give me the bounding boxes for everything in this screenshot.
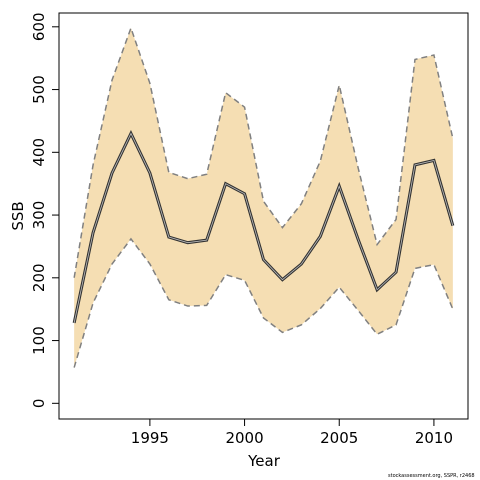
y-axis: 0 100 200 300 400 500 600 xyxy=(30,12,59,408)
y-tick-label: 300 xyxy=(30,201,48,230)
x-axis-title: Year xyxy=(247,452,281,470)
x-tick-label: 2000 xyxy=(225,429,263,447)
y-axis-title: SSB xyxy=(9,201,27,230)
y-tick-label: 400 xyxy=(30,138,48,167)
y-tick-label: 600 xyxy=(30,12,48,41)
footnote: stockassessment.org, SSPR, r2468 xyxy=(388,473,475,479)
x-tick-label: 2010 xyxy=(415,429,453,447)
plot-area xyxy=(72,25,455,368)
upper-bound-line xyxy=(73,25,454,278)
x-tick-label: 1995 xyxy=(131,429,169,447)
plot-frame xyxy=(58,12,469,420)
x-tick-label: 2005 xyxy=(320,429,358,447)
lower-bound-line xyxy=(73,237,454,368)
x-axis: 1995 2000 2005 2010 xyxy=(131,419,453,447)
y-tick-label: 0 xyxy=(30,399,48,409)
confidence-band xyxy=(74,28,453,368)
y-tick-label: 200 xyxy=(30,263,48,292)
y-tick-label: 100 xyxy=(30,326,48,355)
y-tick-label: 500 xyxy=(30,75,48,104)
